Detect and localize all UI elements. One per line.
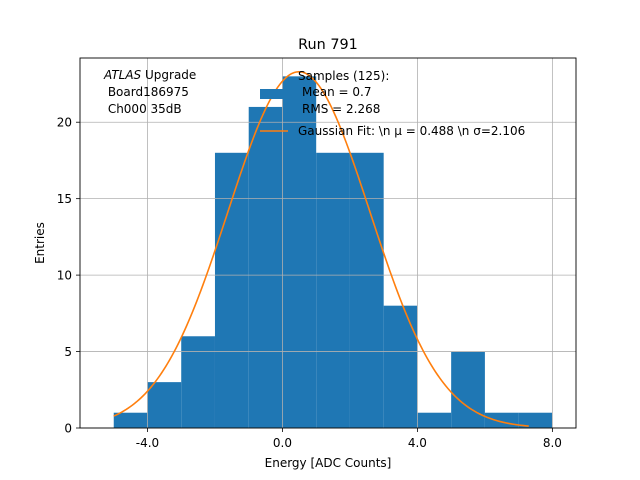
histogram-bar bbox=[147, 382, 182, 428]
annotation-line-2: Board186975 bbox=[104, 85, 189, 99]
histogram-bar bbox=[181, 336, 215, 428]
y-ticks-group: 0 5 10 15 20 bbox=[57, 116, 80, 436]
histogram-bar bbox=[484, 412, 519, 428]
histogram-bar bbox=[349, 152, 384, 428]
y-tick-label: 10 bbox=[57, 269, 72, 283]
gaussian-fit-curve bbox=[113, 70, 529, 427]
x-tick-label: 0.0 bbox=[273, 436, 292, 450]
atlas-annotation: ATLAS Upgrade Board186975 Ch000 35dB bbox=[103, 68, 196, 116]
histogram-bar bbox=[282, 76, 317, 428]
legend-hist-line-2: Mean = 0.7 bbox=[302, 85, 371, 99]
histogram-bar bbox=[113, 412, 148, 428]
y-tick-label: 20 bbox=[57, 116, 72, 130]
histogram-bar bbox=[383, 305, 418, 428]
histogram-bar bbox=[417, 412, 452, 428]
x-tick-label: 4.0 bbox=[408, 436, 427, 450]
chart-title: Run 791 bbox=[298, 37, 358, 53]
legend-histogram-swatch bbox=[260, 89, 288, 99]
legend-hist-line-1: Samples (125): bbox=[298, 69, 389, 83]
y-tick-label: 5 bbox=[64, 345, 72, 359]
histogram-bar bbox=[214, 152, 249, 428]
x-axis-label: Energy [ADC Counts] bbox=[265, 456, 392, 470]
x-ticks-group: -4.0 0.0 4.0 8.0 bbox=[136, 428, 562, 450]
y-axis-label: Entries bbox=[33, 222, 47, 264]
x-tick-label: 8.0 bbox=[543, 436, 562, 450]
annotation-line-1: ATLAS Upgrade bbox=[103, 68, 196, 82]
y-tick-label: 15 bbox=[57, 192, 72, 206]
histogram-bar bbox=[248, 106, 283, 428]
annotation-line-3: Ch000 35dB bbox=[104, 102, 182, 116]
annotation-line-1-italic: ATLAS bbox=[103, 68, 142, 82]
histogram-bar bbox=[451, 351, 485, 428]
legend-fit-label: Gaussian Fit: \n μ = 0.488 \n σ=2.106 bbox=[298, 124, 525, 138]
histogram-bar bbox=[316, 152, 350, 428]
annotation-line-1-text: Upgrade bbox=[141, 68, 196, 82]
legend-hist-line-3: RMS = 2.268 bbox=[302, 102, 380, 116]
x-tick-label: -4.0 bbox=[136, 436, 159, 450]
histogram-bar bbox=[518, 412, 553, 428]
y-tick-label: 0 bbox=[64, 422, 72, 436]
legend: Samples (125): Mean = 0.7 RMS = 2.268 Ga… bbox=[260, 69, 525, 138]
plot-frame bbox=[79, 57, 577, 429]
